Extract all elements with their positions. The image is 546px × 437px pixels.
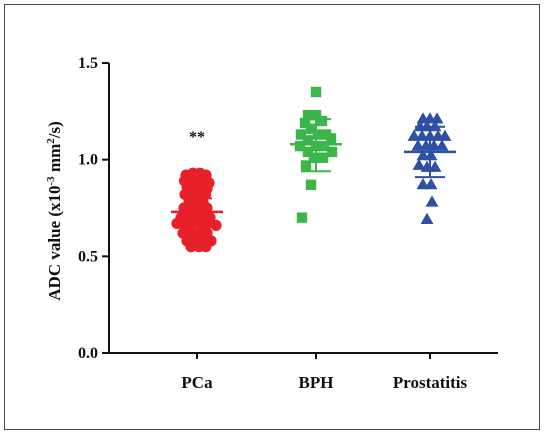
prostatitis-point bbox=[420, 212, 434, 225]
prostatitis-point bbox=[438, 129, 452, 141]
prostatitis-point bbox=[412, 158, 426, 170]
y-tick-label: 0.0 bbox=[78, 345, 98, 362]
bph-point bbox=[326, 146, 338, 158]
category-label: PCa bbox=[181, 373, 213, 392]
mean-sd-bars bbox=[171, 118, 456, 227]
bph-point bbox=[294, 140, 306, 152]
bph-point bbox=[302, 146, 314, 158]
pca-point bbox=[210, 219, 222, 231]
y-axis-label: ADC value (x10-3 mm2/s) bbox=[45, 121, 64, 300]
category-label: Prostatitis bbox=[393, 373, 468, 392]
bph-point bbox=[317, 152, 329, 163]
bph-point bbox=[299, 117, 311, 129]
y-tick-label: 1.0 bbox=[78, 152, 98, 169]
bph-point bbox=[295, 129, 307, 140]
bph-point bbox=[308, 152, 320, 163]
bph-point bbox=[312, 129, 324, 140]
category-label: BPH bbox=[299, 373, 334, 392]
y-axis-label-part: mm bbox=[45, 144, 64, 177]
bph-point bbox=[296, 212, 308, 223]
axes: 0.0 0.5 1.0 1.5 bbox=[78, 55, 498, 362]
data-marks bbox=[171, 86, 452, 253]
bph-point bbox=[300, 160, 312, 171]
y-axis-label-part: /s) bbox=[45, 121, 64, 139]
bph-point bbox=[310, 86, 322, 98]
bph-point bbox=[316, 115, 328, 127]
bph-point bbox=[302, 135, 314, 146]
bph-point bbox=[325, 133, 337, 144]
y-axis-label-superscript: -3 bbox=[45, 176, 57, 186]
bph-point bbox=[305, 123, 317, 134]
y-axis-label-part: ADC value (x10 bbox=[45, 186, 64, 301]
significance-marker: ** bbox=[189, 129, 205, 146]
category-labels: PCa BPH Prostatitis bbox=[181, 373, 467, 392]
prostatitis-point bbox=[424, 178, 438, 190]
prostatitis-point bbox=[428, 160, 442, 172]
pca-point bbox=[200, 241, 212, 253]
y-tick-label: 1.5 bbox=[78, 55, 98, 72]
figure-frame bbox=[4, 4, 540, 430]
prostatitis-point bbox=[425, 195, 439, 207]
y-axis-title: ADC value (x10-3 mm2/s) bbox=[45, 121, 64, 300]
y-axis-label-superscript: 2 bbox=[45, 138, 57, 144]
prostatitis-point bbox=[428, 120, 442, 132]
pca-point bbox=[185, 241, 197, 253]
annotations: ** bbox=[189, 129, 205, 146]
bph-point bbox=[318, 140, 330, 152]
prostatitis-point bbox=[430, 112, 444, 124]
prostatitis-point bbox=[435, 139, 449, 151]
bph-point bbox=[310, 110, 322, 121]
bph-point bbox=[302, 110, 314, 121]
y-tick-label: 0.5 bbox=[78, 248, 98, 265]
bph-point bbox=[305, 179, 317, 190]
